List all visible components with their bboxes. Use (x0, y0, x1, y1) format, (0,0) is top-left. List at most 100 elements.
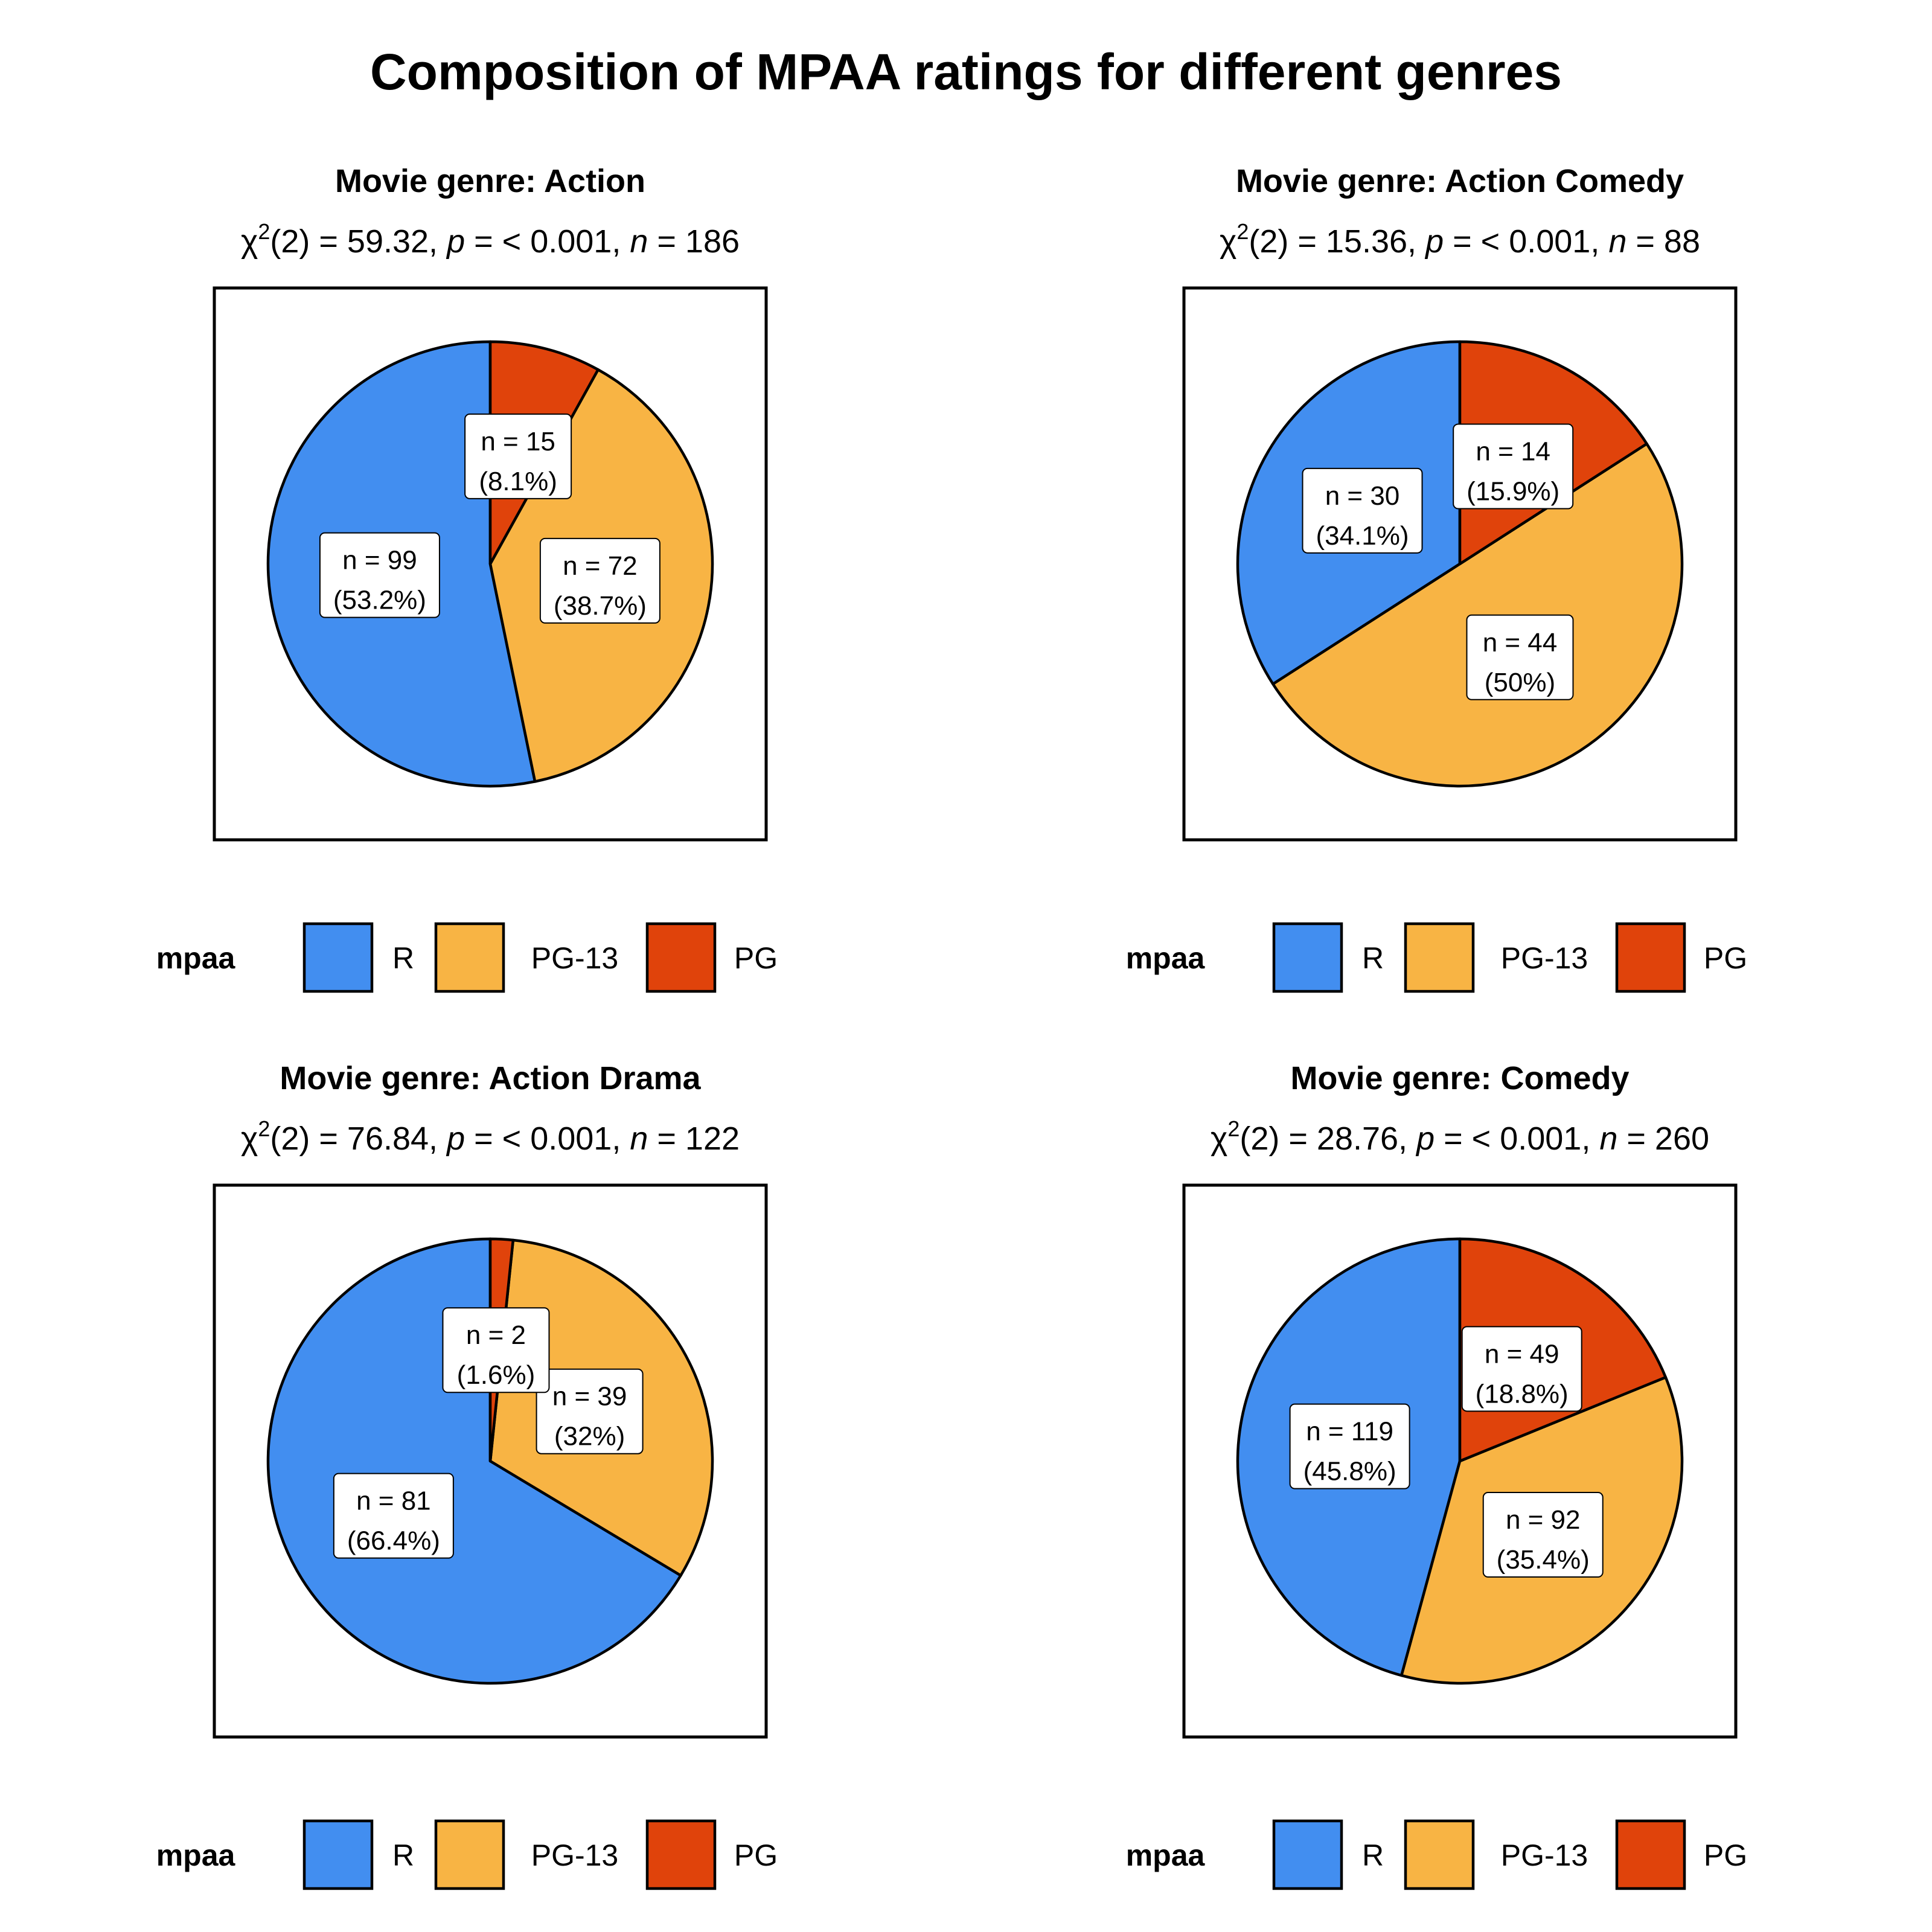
label-count: n = 92 (1506, 1505, 1581, 1535)
pie-slices (266, 1237, 714, 1685)
label-box (1466, 614, 1574, 700)
panel-stats: χ2(2) = 15.36, p = < 0.001, n = 88 (1220, 219, 1700, 260)
label-box (1302, 467, 1423, 554)
panel-frame (213, 286, 768, 842)
stat-n-value: = 122 (648, 1121, 740, 1157)
slice-label-pg-13: n = 72 (38.7%) (539, 537, 661, 624)
label-percent: (34.1%) (1316, 521, 1409, 551)
legend: mpaa R PG-13 PG (156, 922, 778, 993)
legend-item-pg-13: PG-13 (434, 1819, 618, 1890)
legend-label: PG (734, 941, 778, 975)
stat-p-value: = < 0.001, (1444, 223, 1608, 260)
legend-item-pg-13: PG-13 (1404, 922, 1588, 993)
legend-swatch (1404, 1819, 1475, 1890)
stat-chi-value: (2) = 76.84, (270, 1121, 447, 1157)
label-count: n = 81 (356, 1486, 431, 1516)
pie-panel-movie-genre-comedy: Movie genre: Comedy χ2(2) = 28.76, p = < … (1126, 1060, 1747, 1890)
label-box (1482, 1492, 1604, 1578)
legend-item-r: R (1272, 1819, 1384, 1890)
label-box (536, 1368, 644, 1454)
legend-swatch (434, 1819, 505, 1890)
pie-slices (1236, 340, 1684, 788)
panel-title: Movie genre: Action (335, 163, 645, 199)
stat-n-value: = 88 (1627, 223, 1700, 260)
pie-panel-movie-genre-action-drama: Movie genre: Action Drama χ2(2) = 76.84, … (156, 1060, 778, 1890)
label-percent: (66.4%) (347, 1526, 440, 1556)
label-count: n = 119 (1306, 1417, 1393, 1447)
legend-item-r: R (302, 922, 414, 993)
label-percent: (50%) (1485, 668, 1555, 697)
label-count: n = 44 (1483, 628, 1558, 657)
stat-chi-exponent: 2 (1227, 1116, 1239, 1141)
legend-item-r: R (1272, 922, 1384, 993)
stat-chi-exponent: 2 (258, 219, 270, 244)
legend-item-pg: PG (645, 922, 778, 993)
slice-label-pg-13: n = 92 (35.4%) (1482, 1492, 1604, 1578)
legend-title: mpaa (156, 941, 236, 975)
stat-chi-symbol: χ (1211, 1121, 1227, 1157)
stat-chi-symbol: χ (1220, 223, 1236, 260)
legend-item-pg: PG (1615, 922, 1747, 993)
slice-label-pg: n = 15 (8.1%) (464, 413, 572, 499)
panel-frame (1182, 286, 1738, 842)
label-box (442, 1307, 550, 1393)
label-percent: (15.9%) (1467, 477, 1559, 507)
label-percent: (45.8%) (1303, 1457, 1396, 1486)
stat-chi-value: (2) = 15.36, (1249, 223, 1425, 260)
panel-frame (213, 1183, 768, 1739)
legend-title: mpaa (1126, 941, 1206, 975)
stat-chi-symbol: χ (241, 223, 258, 260)
panel-frame (1182, 1183, 1738, 1739)
panel-stats: χ2(2) = 59.32, p = < 0.001, n = 186 (241, 219, 740, 260)
panel-title: Movie genre: Comedy (1290, 1060, 1629, 1096)
panel-title: Movie genre: Action Drama (280, 1060, 701, 1096)
slice-label-r: n = 30 (34.1%) (1302, 467, 1423, 554)
pie-panel-movie-genre-action-comedy: Movie genre: Action Comedy χ2(2) = 15.36,… (1126, 163, 1747, 993)
slice-label-r: n = 99 (53.2%) (319, 532, 440, 618)
legend-swatch (645, 922, 717, 993)
slice-label-pg-13: n = 44 (50%) (1466, 614, 1574, 700)
label-percent: (35.4%) (1497, 1545, 1590, 1575)
label-percent: (1.6%) (457, 1360, 536, 1390)
pie-labels: n = 119 (45.8%) n = 92 (35.4%) n = 49 (18.8%) (1289, 1326, 1604, 1578)
legend-swatch (645, 1819, 717, 1890)
legend-label: PG (734, 1838, 778, 1872)
label-box (319, 532, 440, 618)
stat-n-symbol: n (1608, 223, 1627, 260)
legend-item-pg: PG (645, 1819, 778, 1890)
label-count: n = 14 (1476, 437, 1550, 467)
stat-n-symbol: n (630, 223, 648, 260)
label-percent: (32%) (554, 1422, 625, 1451)
stat-n-symbol: n (630, 1121, 648, 1157)
legend: mpaa R PG-13 PG (1126, 1819, 1747, 1890)
slice-label-pg: n = 2 (1.6%) (442, 1307, 550, 1393)
label-count: n = 99 (342, 546, 417, 575)
label-count: n = 15 (481, 427, 555, 456)
legend-item-pg-13: PG-13 (1404, 1819, 1588, 1890)
legend-swatch (1272, 922, 1343, 993)
legend-label: PG-13 (1501, 941, 1588, 975)
label-box (333, 1473, 454, 1559)
legend-title: mpaa (1126, 1838, 1206, 1872)
stat-p-value: = < 0.001, (465, 1121, 630, 1157)
stat-p-symbol: p (446, 223, 465, 260)
panel-title: Movie genre: Action Comedy (1236, 163, 1684, 199)
label-box (539, 537, 661, 624)
label-percent: (8.1%) (479, 467, 557, 496)
legend-item-r: R (302, 1819, 414, 1890)
pie-labels: n = 99 (53.2%) n = 72 (38.7%) n = 15 (8.1%) (319, 413, 661, 624)
stat-p-symbol: p (1415, 1121, 1435, 1157)
panel-stats: χ2(2) = 76.84, p = < 0.001, n = 122 (241, 1116, 740, 1157)
panel-stats: χ2(2) = 28.76, p = < 0.001, n = 260 (1211, 1116, 1709, 1157)
stat-p-symbol: p (446, 1121, 465, 1157)
stat-chi-value: (2) = 28.76, (1239, 1121, 1416, 1157)
stat-chi-value: (2) = 59.32, (270, 223, 447, 260)
legend: mpaa R PG-13 PG (1126, 922, 1747, 993)
stat-p-symbol: p (1424, 223, 1444, 260)
label-box (464, 413, 572, 499)
pie-labels: n = 30 (34.1%) n = 44 (50%) n = 14 (15.9%) (1302, 423, 1574, 700)
label-count: n = 30 (1325, 481, 1400, 511)
pie-panel-movie-genre-action: Movie genre: Action χ2(2) = 59.32, p = < … (156, 163, 778, 993)
